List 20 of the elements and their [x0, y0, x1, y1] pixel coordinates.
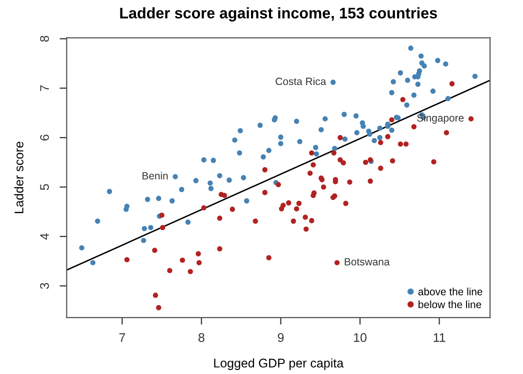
legend-label: below the line	[418, 300, 482, 308]
y-tick-label: 5	[40, 184, 49, 190]
annotation: Singapore	[417, 114, 464, 124]
x-tick-label: 9	[278, 333, 284, 342]
x-tick-label: 11	[434, 333, 446, 342]
x-tick-label: 7	[119, 333, 126, 342]
annotation: Costa Rica	[276, 77, 326, 86]
x-tick-label: 8	[198, 333, 204, 342]
chart-title: Ladder score against income, 153 countries	[120, 7, 437, 22]
x-axis-title: Logged GDP per capita	[214, 358, 344, 370]
y-tick-label: 3	[40, 282, 49, 289]
annotation: Botswana	[344, 258, 390, 266]
legend-label: above the line	[418, 288, 482, 296]
annotation: Benin	[142, 172, 168, 180]
x-tick-label: 10	[354, 333, 366, 342]
y-tick-label: 8	[40, 36, 49, 42]
y-axis-title: Ladder score	[14, 142, 24, 214]
y-tick-label: 6	[40, 134, 49, 140]
y-tick-label: 7	[40, 85, 49, 92]
y-tick-label: 4	[40, 233, 49, 240]
